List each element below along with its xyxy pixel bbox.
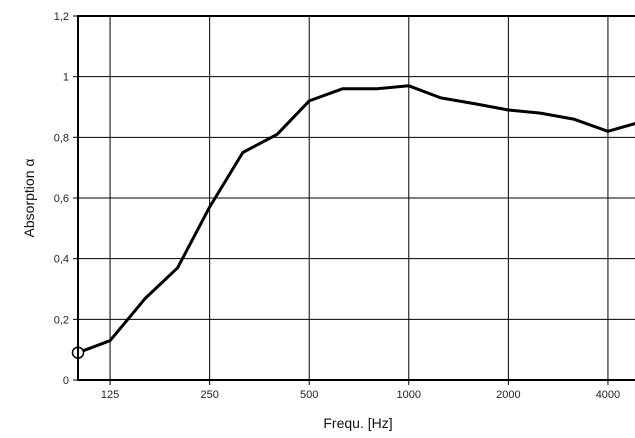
x-tick-label: 250 xyxy=(200,389,218,401)
series-layer xyxy=(71,84,635,359)
y-tick-label: 0,6 xyxy=(54,193,69,205)
grid xyxy=(78,15,635,381)
x-axis-ticks: 125 250 500 1000 2000 4000 xyxy=(101,380,620,401)
y-axis-ticks: 0 0,2 0,4 0,6 0,8 1 1,2 xyxy=(54,11,78,387)
plot-frame xyxy=(77,15,635,381)
x-tick-label: 500 xyxy=(300,389,318,401)
y-tick-label: 1,2 xyxy=(54,11,69,23)
y-tick-label: 0 xyxy=(63,375,69,387)
y-axis-label: Absorption α xyxy=(21,159,37,238)
y-tick-label: 0,2 xyxy=(54,314,69,326)
x-axis-label: Frequ. [Hz] xyxy=(323,415,392,431)
x-tick-label: 2000 xyxy=(496,389,520,401)
y-tick-label: 0,8 xyxy=(54,132,69,144)
y-tick-label: 0,4 xyxy=(54,254,69,266)
y-tick-label: 1 xyxy=(63,72,69,84)
absorption-line xyxy=(76,84,635,355)
x-tick-label: 125 xyxy=(101,389,119,401)
x-tick-label: 1000 xyxy=(397,389,421,401)
x-tick-label: 4000 xyxy=(596,389,620,401)
